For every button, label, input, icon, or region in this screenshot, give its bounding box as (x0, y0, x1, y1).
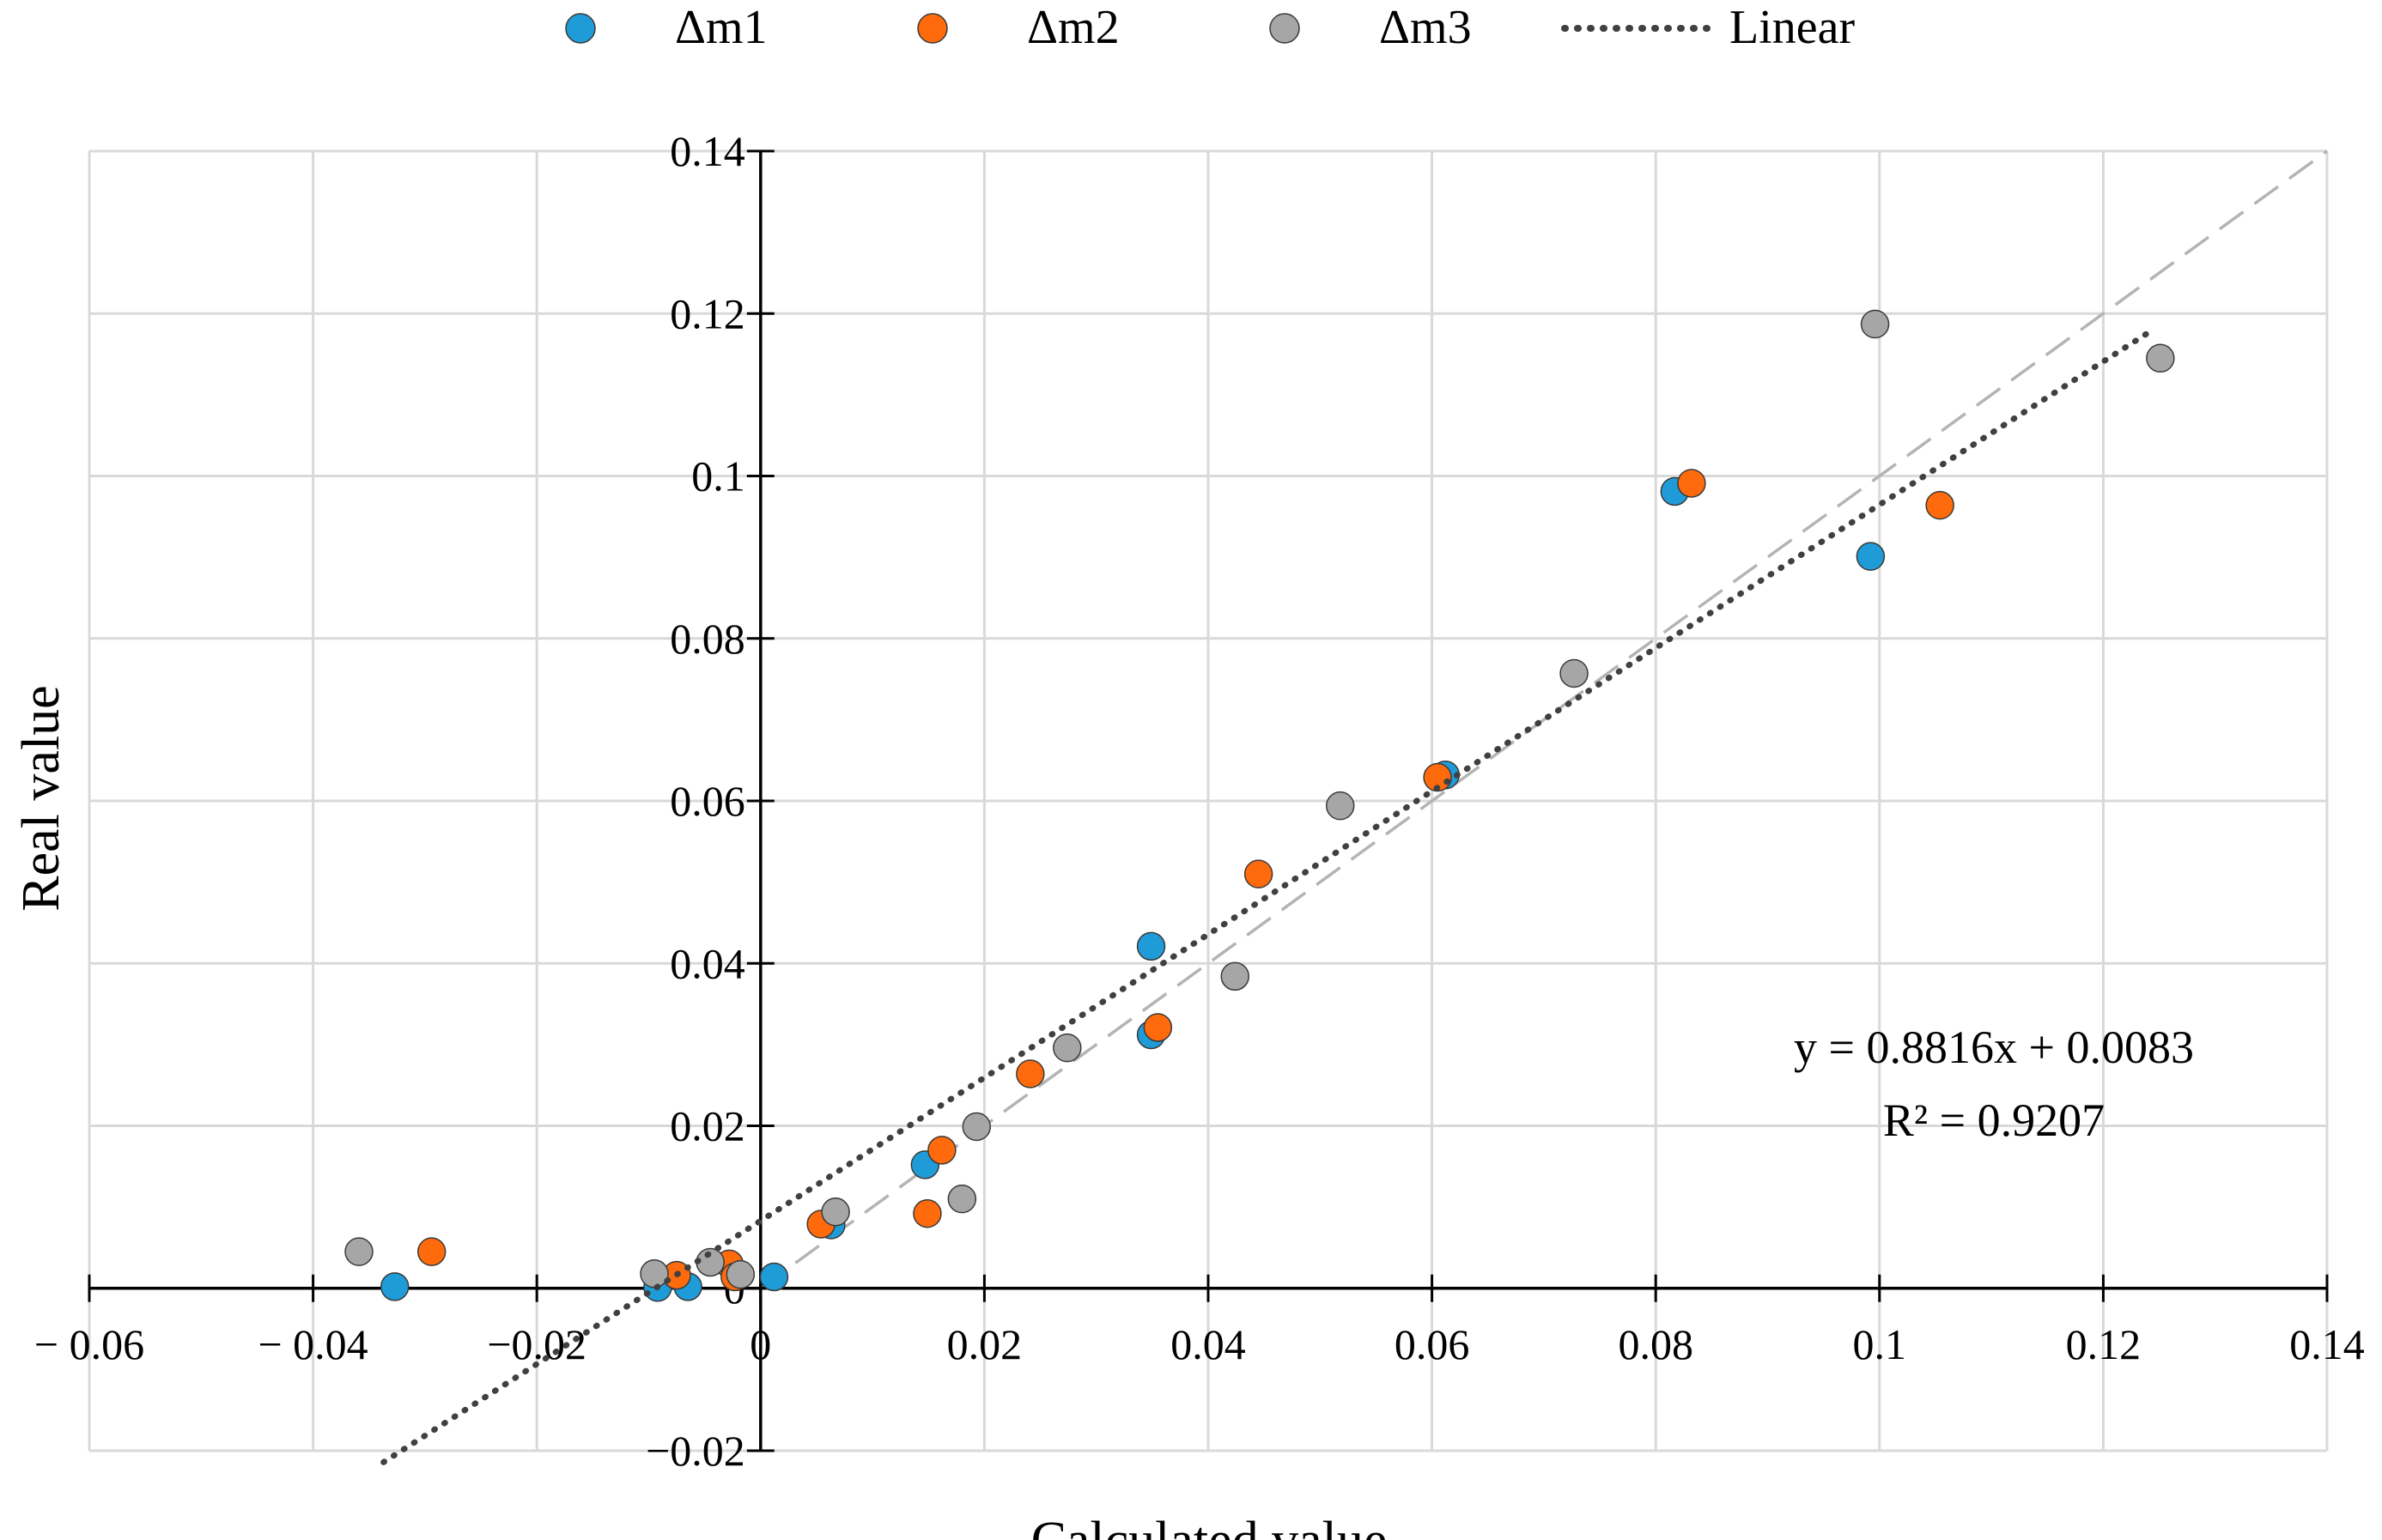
identity-line (759, 149, 2329, 1290)
x-tick-label: 0.02 (947, 1320, 1023, 1368)
x-tick-label: 0.04 (1170, 1320, 1246, 1368)
data-point-m2-s2 (416, 1237, 447, 1266)
data-point-m1-s1 (380, 1272, 410, 1301)
data-point-m2-s2 (1677, 469, 1706, 498)
data-point-m2-s2 (1016, 1059, 1045, 1088)
legend-dm3-label: Δm3 (1379, 1, 1472, 54)
tick-labels: − 0.06 − 0.04 −0.02 0 0.02 0.04 0.06 0.08 0.1 0.1… (34, 127, 2365, 1475)
data-point-m3-s3 (726, 1259, 756, 1289)
data-point-m3-s3 (1326, 791, 1355, 821)
legend-linear-label: Linear (1729, 1, 1855, 54)
axes (88, 149, 2329, 1452)
x-tick-label: 0.08 (1618, 1320, 1693, 1368)
data-point-m3-s3 (962, 1112, 992, 1142)
data-point-m3-s3 (344, 1237, 374, 1266)
y-tick-label: 0.1 (691, 452, 745, 500)
data-point-m1-s1 (1856, 542, 1886, 571)
y-axis-title: Real value (12, 685, 70, 911)
y-tick-label: 0.12 (670, 289, 745, 337)
data-point-m3-s3 (2146, 343, 2175, 373)
x-tick-label: −0.02 (487, 1320, 586, 1368)
reference-lines (759, 149, 2329, 1290)
data-point-m2-s2 (1925, 490, 1954, 520)
trendline-r-squared: R² = 0.9207 (1883, 1094, 2105, 1146)
data-point-m2-s2 (913, 1198, 942, 1228)
legend-dm1-label: Δm1 (675, 1, 768, 54)
legend-dm2-marker (917, 13, 948, 44)
x-tick-label: 0.12 (2066, 1320, 2142, 1368)
y-tick-label: 0.02 (670, 1102, 745, 1150)
y-tick-label: 0.08 (670, 615, 745, 663)
legend-dm1-marker (565, 13, 596, 44)
data-point-m3-s3 (1053, 1033, 1082, 1063)
legend-dm3-marker (1269, 13, 1300, 44)
data-point-m2-s2 (927, 1136, 957, 1165)
y-tick-label: 0.04 (670, 939, 745, 987)
x-tick-label: 0 (750, 1320, 771, 1368)
y-tick-label: 0.06 (670, 777, 745, 825)
data-points (344, 309, 2175, 1465)
data-point-m3-s3 (640, 1258, 669, 1288)
x-tick-label: 0.14 (2289, 1320, 2365, 1368)
x-tick-label: 0.06 (1395, 1320, 1470, 1368)
x-axis-title: Calculated value (1031, 1512, 1388, 1540)
y-tick-label: 0.14 (670, 127, 745, 175)
data-point-m1-s1 (1136, 931, 1166, 961)
data-point-m1-s1 (759, 1262, 789, 1292)
x-tick-label: − 0.04 (258, 1320, 368, 1368)
legend: Δm1 Δm2 Δm3 Linear (565, 1, 1855, 54)
data-point-m3-s3 (1559, 658, 1589, 688)
data-point-m3-s3 (947, 1184, 977, 1214)
data-point-m3-s3 (821, 1197, 850, 1227)
trendline-linear (380, 327, 2154, 1465)
y-tick-label: −0.02 (646, 1427, 745, 1475)
x-tick-label: 0.1 (1853, 1320, 1907, 1368)
data-point-m2-s2 (1243, 859, 1273, 888)
x-tick-label: − 0.06 (34, 1320, 144, 1368)
data-point-m3-s3 (1220, 961, 1250, 991)
data-point-m2-s2 (1143, 1013, 1173, 1042)
legend-dm2-label: Δm2 (1027, 1, 1120, 54)
data-point-m3-s3 (1860, 309, 1890, 339)
trendline-equation: y = 0.8816x + 0.0083 (1794, 1022, 2194, 1073)
